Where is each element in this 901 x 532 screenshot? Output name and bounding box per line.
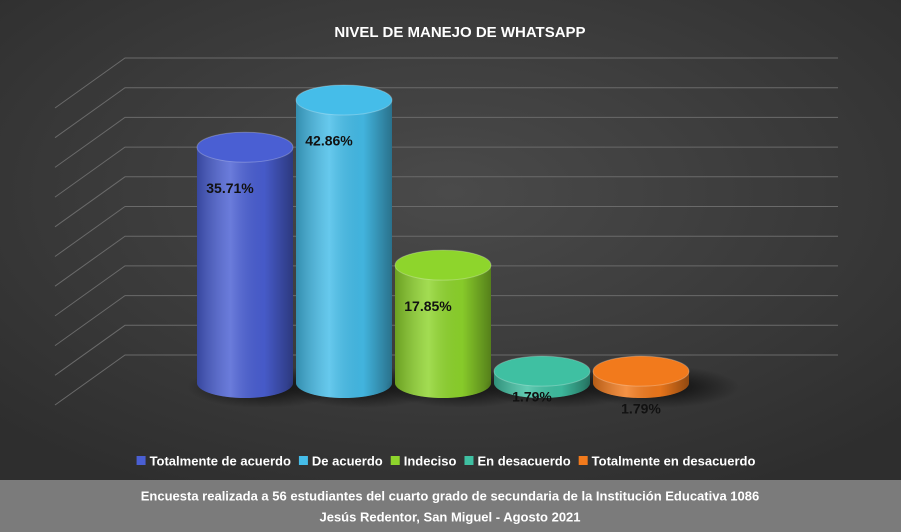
footer-text: Jesús Redentor, San Miguel - Agosto 2021 <box>319 509 580 524</box>
legend-label: Totalmente de acuerdo <box>150 453 291 468</box>
value-label: 1.79% <box>512 389 552 405</box>
grid-line <box>54 354 838 406</box>
grid-line <box>54 235 838 287</box>
bar-shading <box>395 265 491 398</box>
legend-label: En desacuerdo <box>477 453 570 468</box>
legend-swatch <box>298 456 308 465</box>
legend-label: Indeciso <box>404 453 457 468</box>
value-label: 42.86% <box>305 133 353 149</box>
legend-label: Totalmente en desacuerdo <box>592 453 756 468</box>
legend-label: De acuerdo <box>312 453 383 468</box>
grid-line <box>54 265 838 317</box>
bar-top <box>196 131 294 163</box>
bar-top <box>493 355 591 387</box>
grid-line <box>54 57 838 109</box>
bar-shading <box>296 100 392 398</box>
grid-line <box>54 295 838 347</box>
grid-line <box>54 206 838 257</box>
value-label: 17.85% <box>404 298 452 314</box>
bar-top <box>592 355 690 387</box>
chart-title: NIVEL DE MANEJO DE WHATSAPP <box>334 24 585 41</box>
value-label: 1.79% <box>621 401 661 417</box>
legend-swatch <box>578 456 588 465</box>
legend-swatch <box>390 456 400 465</box>
grid-line <box>54 176 838 228</box>
plot-background <box>0 0 901 480</box>
bar-top <box>394 249 492 281</box>
footer-band <box>0 480 901 532</box>
value-label: 35.71% <box>206 180 254 196</box>
footer-text: Encuesta realizada a 56 estudiantes del … <box>141 488 759 503</box>
grid-line <box>54 116 838 168</box>
bar-top <box>295 84 393 116</box>
legend-swatch <box>136 456 146 465</box>
grid-line <box>54 146 838 198</box>
grid-line <box>54 87 838 139</box>
grid-line <box>54 324 838 376</box>
bar-shading <box>197 147 293 398</box>
legend-swatch <box>464 456 474 465</box>
